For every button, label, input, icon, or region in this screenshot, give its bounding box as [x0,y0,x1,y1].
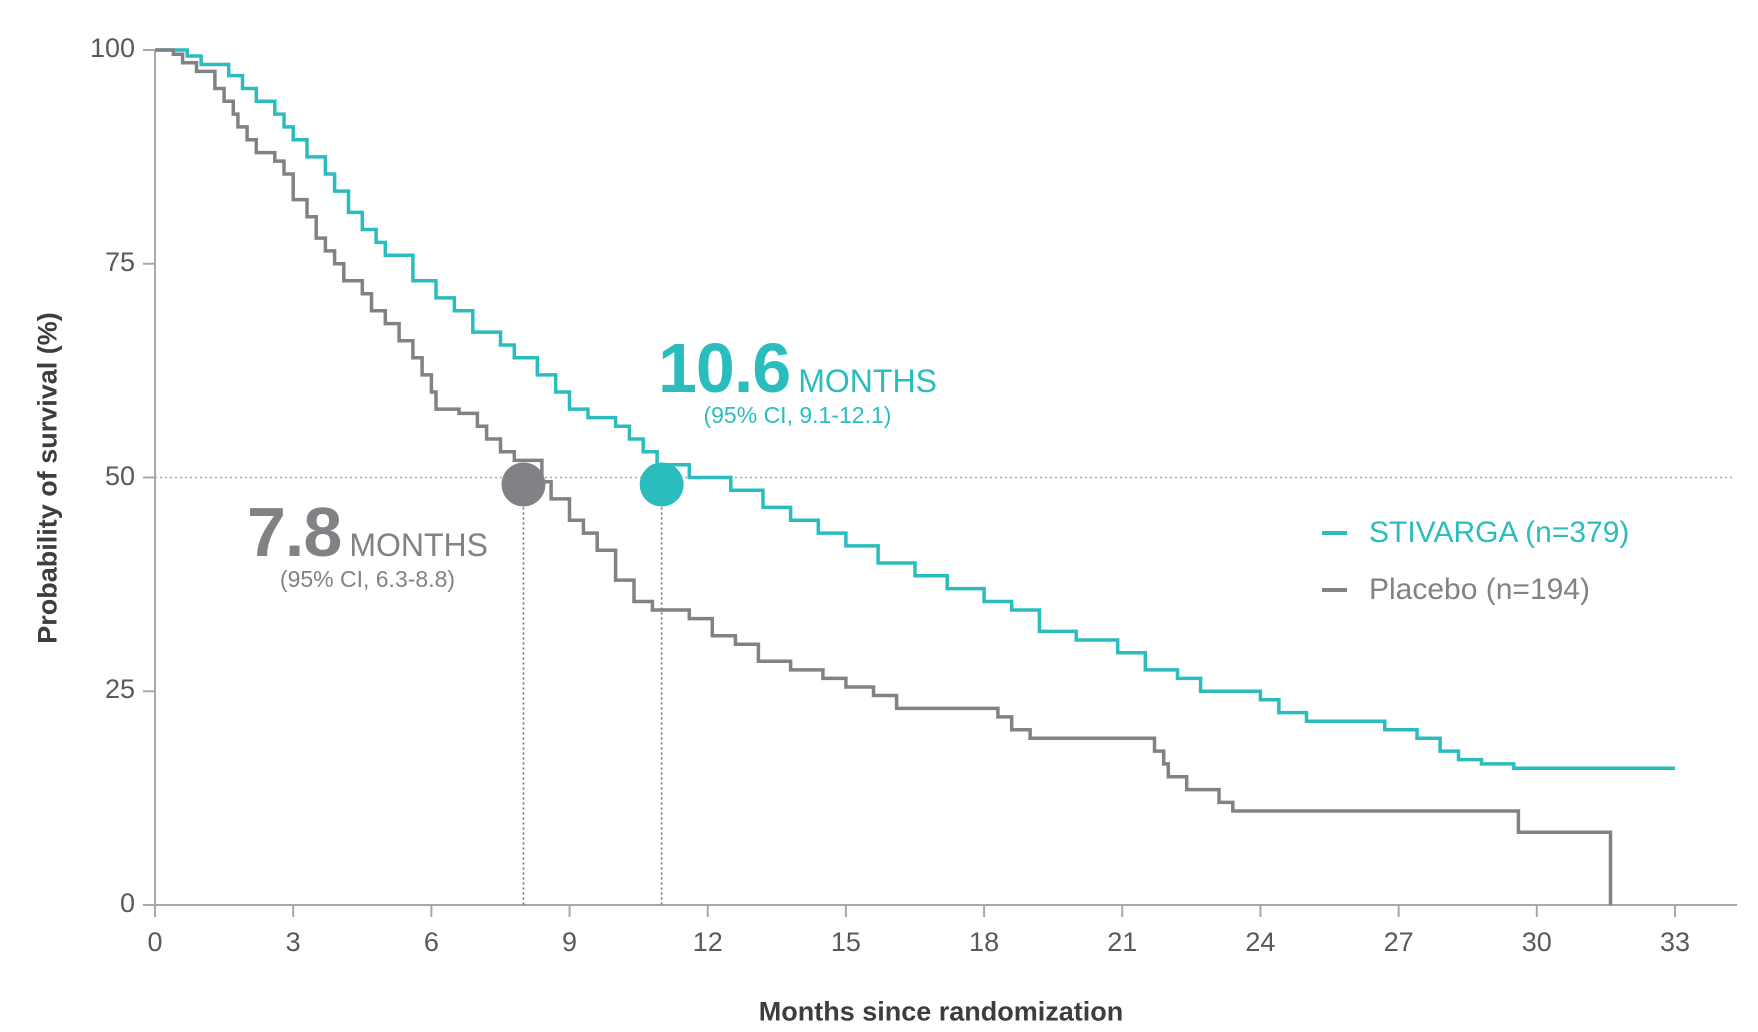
x-tick-label: 33 [1659,927,1690,957]
x-tick-label: 9 [562,927,578,957]
stivarga-curve [155,48,1675,770]
placebo-median-annotation: 7.8 MONTHS (95% CI, 6.3-8.8) [247,492,488,593]
placebo-median-unit: MONTHS [349,527,488,563]
placebo-median-value: 7.8 [247,493,342,571]
placebo-line-swatch-icon [1322,587,1347,592]
stivarga-median-unit: MONTHS [798,363,937,399]
legend: STIVARGA (n=379) Placebo (n=194) [1322,504,1629,618]
x-tick-label: 12 [692,927,723,957]
y-tick-label: 25 [104,674,135,705]
stivarga-line-swatch-icon [1322,530,1347,535]
placebo-median-ci: (95% CI, 6.3-8.8) [279,566,456,592]
stivarga-median-annotation: 10.6 MONTHS (95% CI, 9.1-12.1) [658,328,937,429]
legend-item-placebo: Placebo (n=194) [1322,561,1629,618]
stivarga-median-ci: (95% CI, 9.1-12.1) [703,402,892,428]
y-axis-title: Probability of survival (%) [32,312,63,644]
x-tick-label: 3 [285,927,301,957]
legend-label-placebo: Placebo (n=194) [1369,572,1590,606]
x-tick-label: 30 [1521,927,1552,957]
y-tick-label: 75 [104,246,135,277]
x-tick-label: 27 [1383,927,1414,957]
legend-item-stivarga: STIVARGA (n=379) [1322,504,1629,561]
x-tick-label: 18 [969,927,1000,957]
placebo-median-marker-icon [501,462,546,507]
x-tick-label: 6 [423,927,439,957]
stivarga-median-value: 10.6 [658,329,791,407]
y-tick-label: 50 [104,460,135,491]
legend-label-stivarga: STIVARGA (n=379) [1369,515,1630,549]
x-tick-label: 21 [1107,927,1138,957]
x-tick-label: 0 [147,927,163,957]
x-tick-label: 24 [1245,927,1276,957]
placebo-curve [155,48,1613,905]
x-axis-title: Months since randomization [758,996,1124,1027]
y-tick-label: 100 [89,33,135,63]
y-tick-label: 0 [119,888,135,918]
x-tick-label: 15 [830,927,861,957]
stivarga-median-marker-icon [639,462,684,507]
